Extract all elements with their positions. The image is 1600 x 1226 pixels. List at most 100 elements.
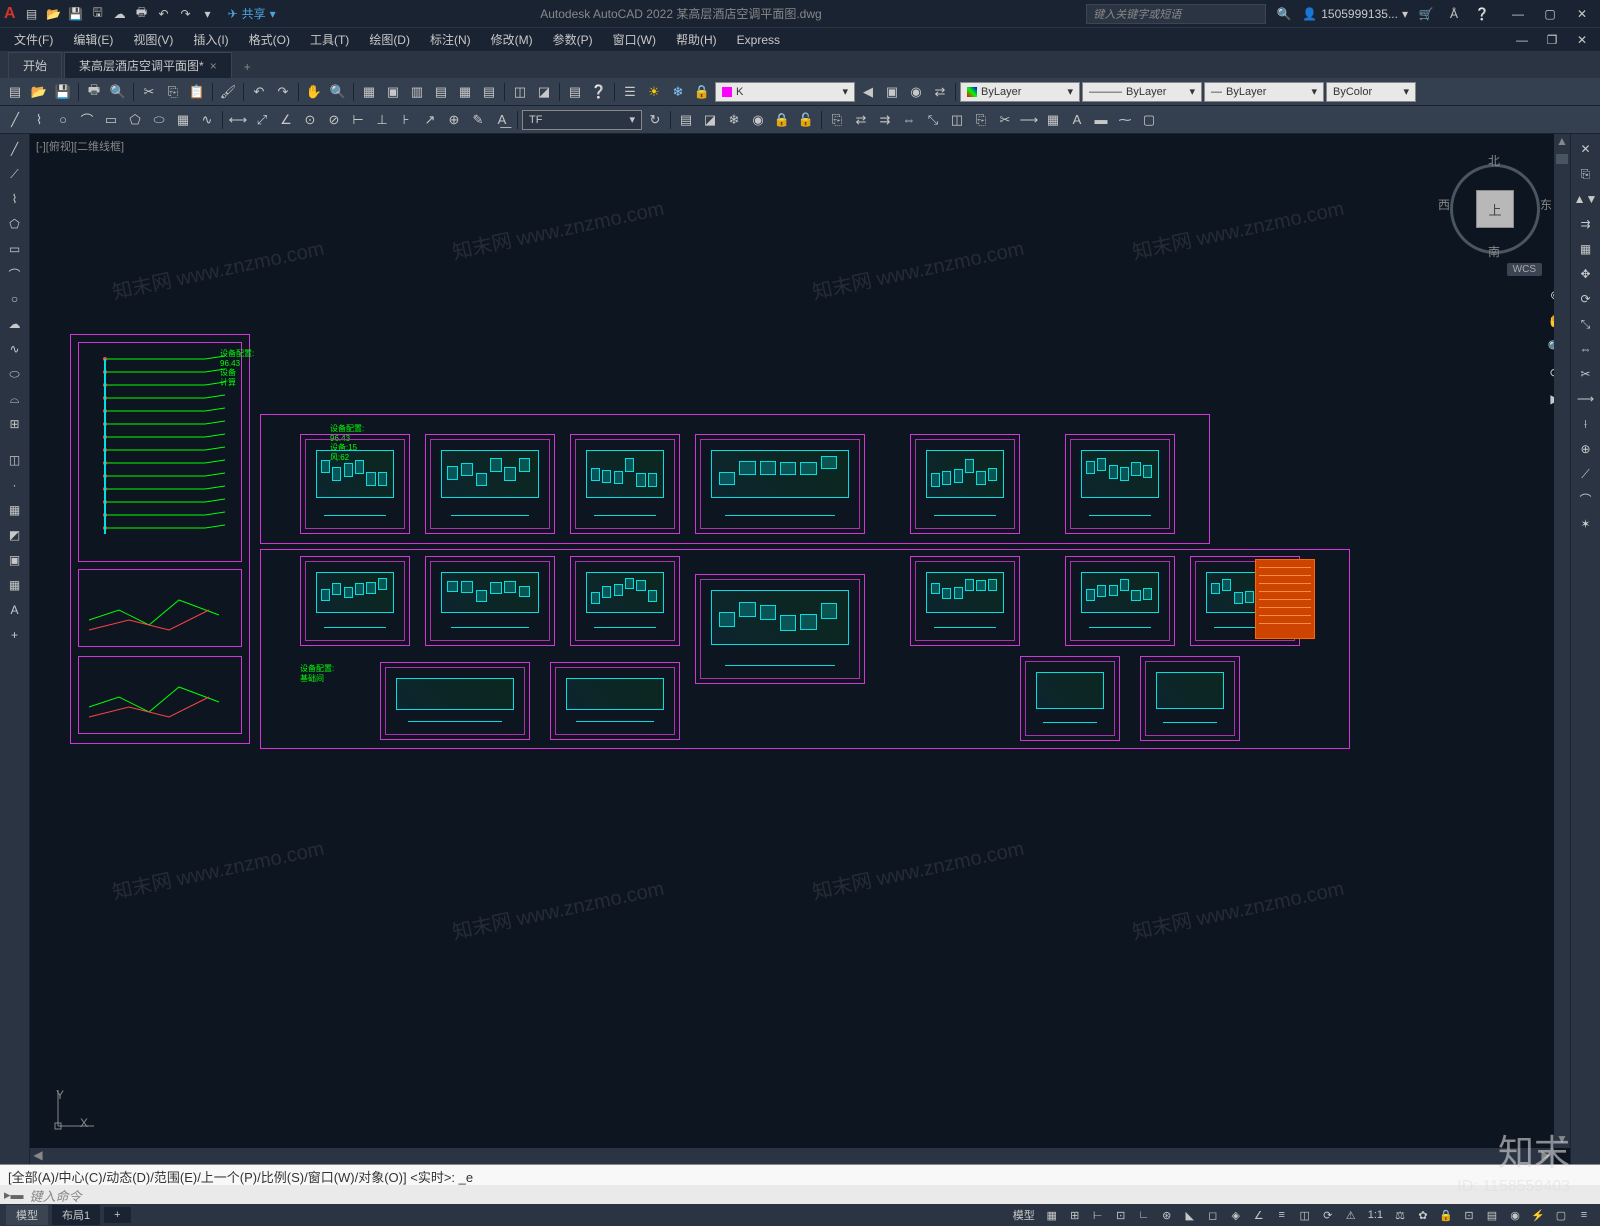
doc-restore-button[interactable]: ❐ bbox=[1538, 30, 1566, 50]
tool-paste-icon[interactable]: 📋 bbox=[186, 81, 208, 103]
draw-ellipse-icon[interactable]: ⬭ bbox=[148, 109, 170, 131]
tool-zoom-icon[interactable]: 🔍 bbox=[327, 81, 349, 103]
draw-arc-icon[interactable]: ⌒ bbox=[76, 109, 98, 131]
et-mocoro-icon[interactable]: ⇄ bbox=[850, 109, 872, 131]
qat-new-icon[interactable]: ▤ bbox=[22, 4, 42, 24]
status-cleanscreen-icon[interactable]: ▢ bbox=[1551, 1206, 1571, 1224]
color-dropdown[interactable]: ByLayer ▾ bbox=[960, 82, 1080, 102]
tool-polygon-icon[interactable]: ⬠ bbox=[4, 213, 26, 235]
et-layermgr-icon[interactable]: ▤ bbox=[675, 109, 697, 131]
et-ncopy-icon[interactable]: ⎘ bbox=[970, 109, 992, 131]
tool-help-icon[interactable]: ❔ bbox=[588, 81, 610, 103]
tool-cut-icon[interactable]: ✂ bbox=[138, 81, 160, 103]
tool-block-icon[interactable]: ◫ bbox=[4, 449, 26, 471]
status-lock-icon[interactable]: 🔒 bbox=[1436, 1206, 1456, 1224]
menu-format[interactable]: 格式(O) bbox=[239, 28, 300, 51]
tool-line-icon[interactable]: ╱ bbox=[4, 138, 26, 160]
mod-scale-icon[interactable]: ⤡ bbox=[1575, 313, 1597, 335]
et-btrim-icon[interactable]: ✂ bbox=[994, 109, 1016, 131]
menu-file[interactable]: 文件(F) bbox=[4, 28, 63, 51]
tool-xline-icon[interactable]: ⟋ bbox=[4, 163, 26, 185]
viewcube-north[interactable]: 北 bbox=[1488, 152, 1500, 169]
tool-table-icon[interactable]: ▦ bbox=[4, 574, 26, 596]
h-scrollbar[interactable]: ◀ ▶ bbox=[30, 1148, 1554, 1164]
menu-edit[interactable]: 编辑(E) bbox=[63, 28, 123, 51]
close-button[interactable]: ✕ bbox=[1568, 4, 1596, 24]
qat-saveas-icon[interactable]: 🖫 bbox=[88, 4, 108, 24]
draw-spline-icon[interactable]: ∿ bbox=[196, 109, 218, 131]
status-isolate-icon[interactable]: ◉ bbox=[1505, 1206, 1525, 1224]
dim-ordinate-icon[interactable]: ⊦ bbox=[395, 109, 417, 131]
et-layoff-icon[interactable]: ◉ bbox=[747, 109, 769, 131]
menu-modify[interactable]: 修改(M) bbox=[481, 28, 543, 51]
tool-save-icon[interactable]: 💾 bbox=[52, 81, 74, 103]
share-button[interactable]: ✈ 共享 ▾ bbox=[228, 5, 276, 22]
tool-new-icon[interactable]: ▤ bbox=[4, 81, 26, 103]
tool-rectangle-icon[interactable]: ▭ bbox=[4, 238, 26, 260]
tool-properties-icon[interactable]: ▦ bbox=[358, 81, 380, 103]
tool-mtext-icon[interactable]: A bbox=[4, 599, 26, 621]
menu-dimension[interactable]: 标注(N) bbox=[420, 28, 481, 51]
dim-aligned-icon[interactable]: ⤢ bbox=[251, 109, 273, 131]
linetype-dropdown[interactable]: ——— ByLayer ▾ bbox=[1082, 82, 1202, 102]
tool-match-icon[interactable]: 🖌 bbox=[217, 81, 239, 103]
dim-angular-icon[interactable]: ∠ bbox=[275, 109, 297, 131]
search-icon[interactable]: 🔍 bbox=[1274, 4, 1294, 24]
ucs-icon[interactable]: Y X bbox=[50, 1084, 100, 1134]
et-exoffset-icon[interactable]: ⇉ bbox=[874, 109, 896, 131]
status-quickprops-icon[interactable]: ▤ bbox=[1482, 1206, 1502, 1224]
tab-start[interactable]: 开始 bbox=[8, 52, 62, 78]
menu-draw[interactable]: 绘图(D) bbox=[359, 28, 420, 51]
status-polar-icon[interactable]: ⊛ bbox=[1157, 1206, 1177, 1224]
dim-linear-icon[interactable]: ⟷ bbox=[227, 109, 249, 131]
mod-explode-icon[interactable]: ✶ bbox=[1575, 513, 1597, 535]
doc-close-button[interactable]: ✕ bbox=[1568, 30, 1596, 50]
tool-layer-icon[interactable]: ▤ bbox=[564, 81, 586, 103]
mod-chamfer-icon[interactable]: ⟋ bbox=[1575, 463, 1597, 485]
status-snap-icon[interactable]: ⊞ bbox=[1065, 1206, 1085, 1224]
tab-current-file[interactable]: 某高层酒店空调平面图* × bbox=[64, 52, 232, 78]
mod-array-icon[interactable]: ▦ bbox=[1575, 238, 1597, 260]
scroll-down-icon[interactable]: ▼ bbox=[1554, 1132, 1570, 1148]
menu-express[interactable]: Express bbox=[727, 28, 790, 51]
tool-insert-icon[interactable]: ⊞ bbox=[4, 413, 26, 435]
draw-hatch-icon[interactable]: ▦ bbox=[172, 109, 194, 131]
status-annomon-icon[interactable]: ⚠ bbox=[1341, 1206, 1361, 1224]
dim-center-icon[interactable]: ⊕ bbox=[443, 109, 465, 131]
status-dyninput-icon[interactable]: ⊡ bbox=[1111, 1206, 1131, 1224]
doc-minimize-button[interactable]: — bbox=[1508, 30, 1536, 50]
status-model-label[interactable]: 模型 bbox=[1009, 1207, 1039, 1223]
dim-diameter-icon[interactable]: ⊘ bbox=[323, 109, 345, 131]
status-scale[interactable]: 1:1 bbox=[1364, 1209, 1387, 1221]
draw-polygon-icon[interactable]: ⬠ bbox=[124, 109, 146, 131]
tool-addselected-icon[interactable]: + bbox=[4, 624, 26, 646]
maximize-button[interactable]: ▢ bbox=[1536, 4, 1564, 24]
mod-offset-icon[interactable]: ⇉ bbox=[1575, 213, 1597, 235]
tool-xref-icon[interactable]: ◪ bbox=[533, 81, 555, 103]
status-3dosnap-icon[interactable]: ◈ bbox=[1226, 1206, 1246, 1224]
et-txtexp-icon[interactable]: A bbox=[1066, 109, 1088, 131]
tab-model[interactable]: 模型 bbox=[6, 1205, 48, 1225]
scroll-left-icon[interactable]: ◀ bbox=[30, 1148, 46, 1164]
layer-sun-icon[interactable]: ☀ bbox=[643, 81, 665, 103]
draw-pline-icon[interactable]: ⌇ bbox=[28, 109, 50, 131]
textstyle-dropdown[interactable]: TF ▾ bbox=[522, 110, 642, 130]
scroll-up-icon[interactable]: ▲ bbox=[1554, 134, 1570, 150]
et-laylck-icon[interactable]: 🔒 bbox=[771, 109, 793, 131]
tool-gradient-icon[interactable]: ◩ bbox=[4, 524, 26, 546]
qat-cloud-icon[interactable]: ☁ bbox=[110, 4, 130, 24]
et-copym-icon[interactable]: ⎘ bbox=[826, 109, 848, 131]
tool-preview-icon[interactable]: 🔍 bbox=[107, 81, 129, 103]
dim-leader-icon[interactable]: ↗ bbox=[419, 109, 441, 131]
user-menu[interactable]: 👤 1505999135... ▾ bbox=[1302, 7, 1408, 21]
tool-sheetset-icon[interactable]: ▤ bbox=[430, 81, 452, 103]
menu-parametric[interactable]: 参数(P) bbox=[543, 28, 603, 51]
et-shp2blk-icon[interactable]: ◫ bbox=[946, 109, 968, 131]
viewcube-south[interactable]: 南 bbox=[1488, 243, 1500, 260]
tool-redo-icon[interactable]: ↷ bbox=[272, 81, 294, 103]
menu-tools[interactable]: 工具(T) bbox=[300, 28, 359, 51]
menu-insert[interactable]: 插入(I) bbox=[183, 28, 238, 51]
mod-fillet-icon[interactable]: ⌒ bbox=[1575, 488, 1597, 510]
mod-trim-icon[interactable]: ✂ bbox=[1575, 363, 1597, 385]
dim-continue-icon[interactable]: ⊢ bbox=[347, 109, 369, 131]
